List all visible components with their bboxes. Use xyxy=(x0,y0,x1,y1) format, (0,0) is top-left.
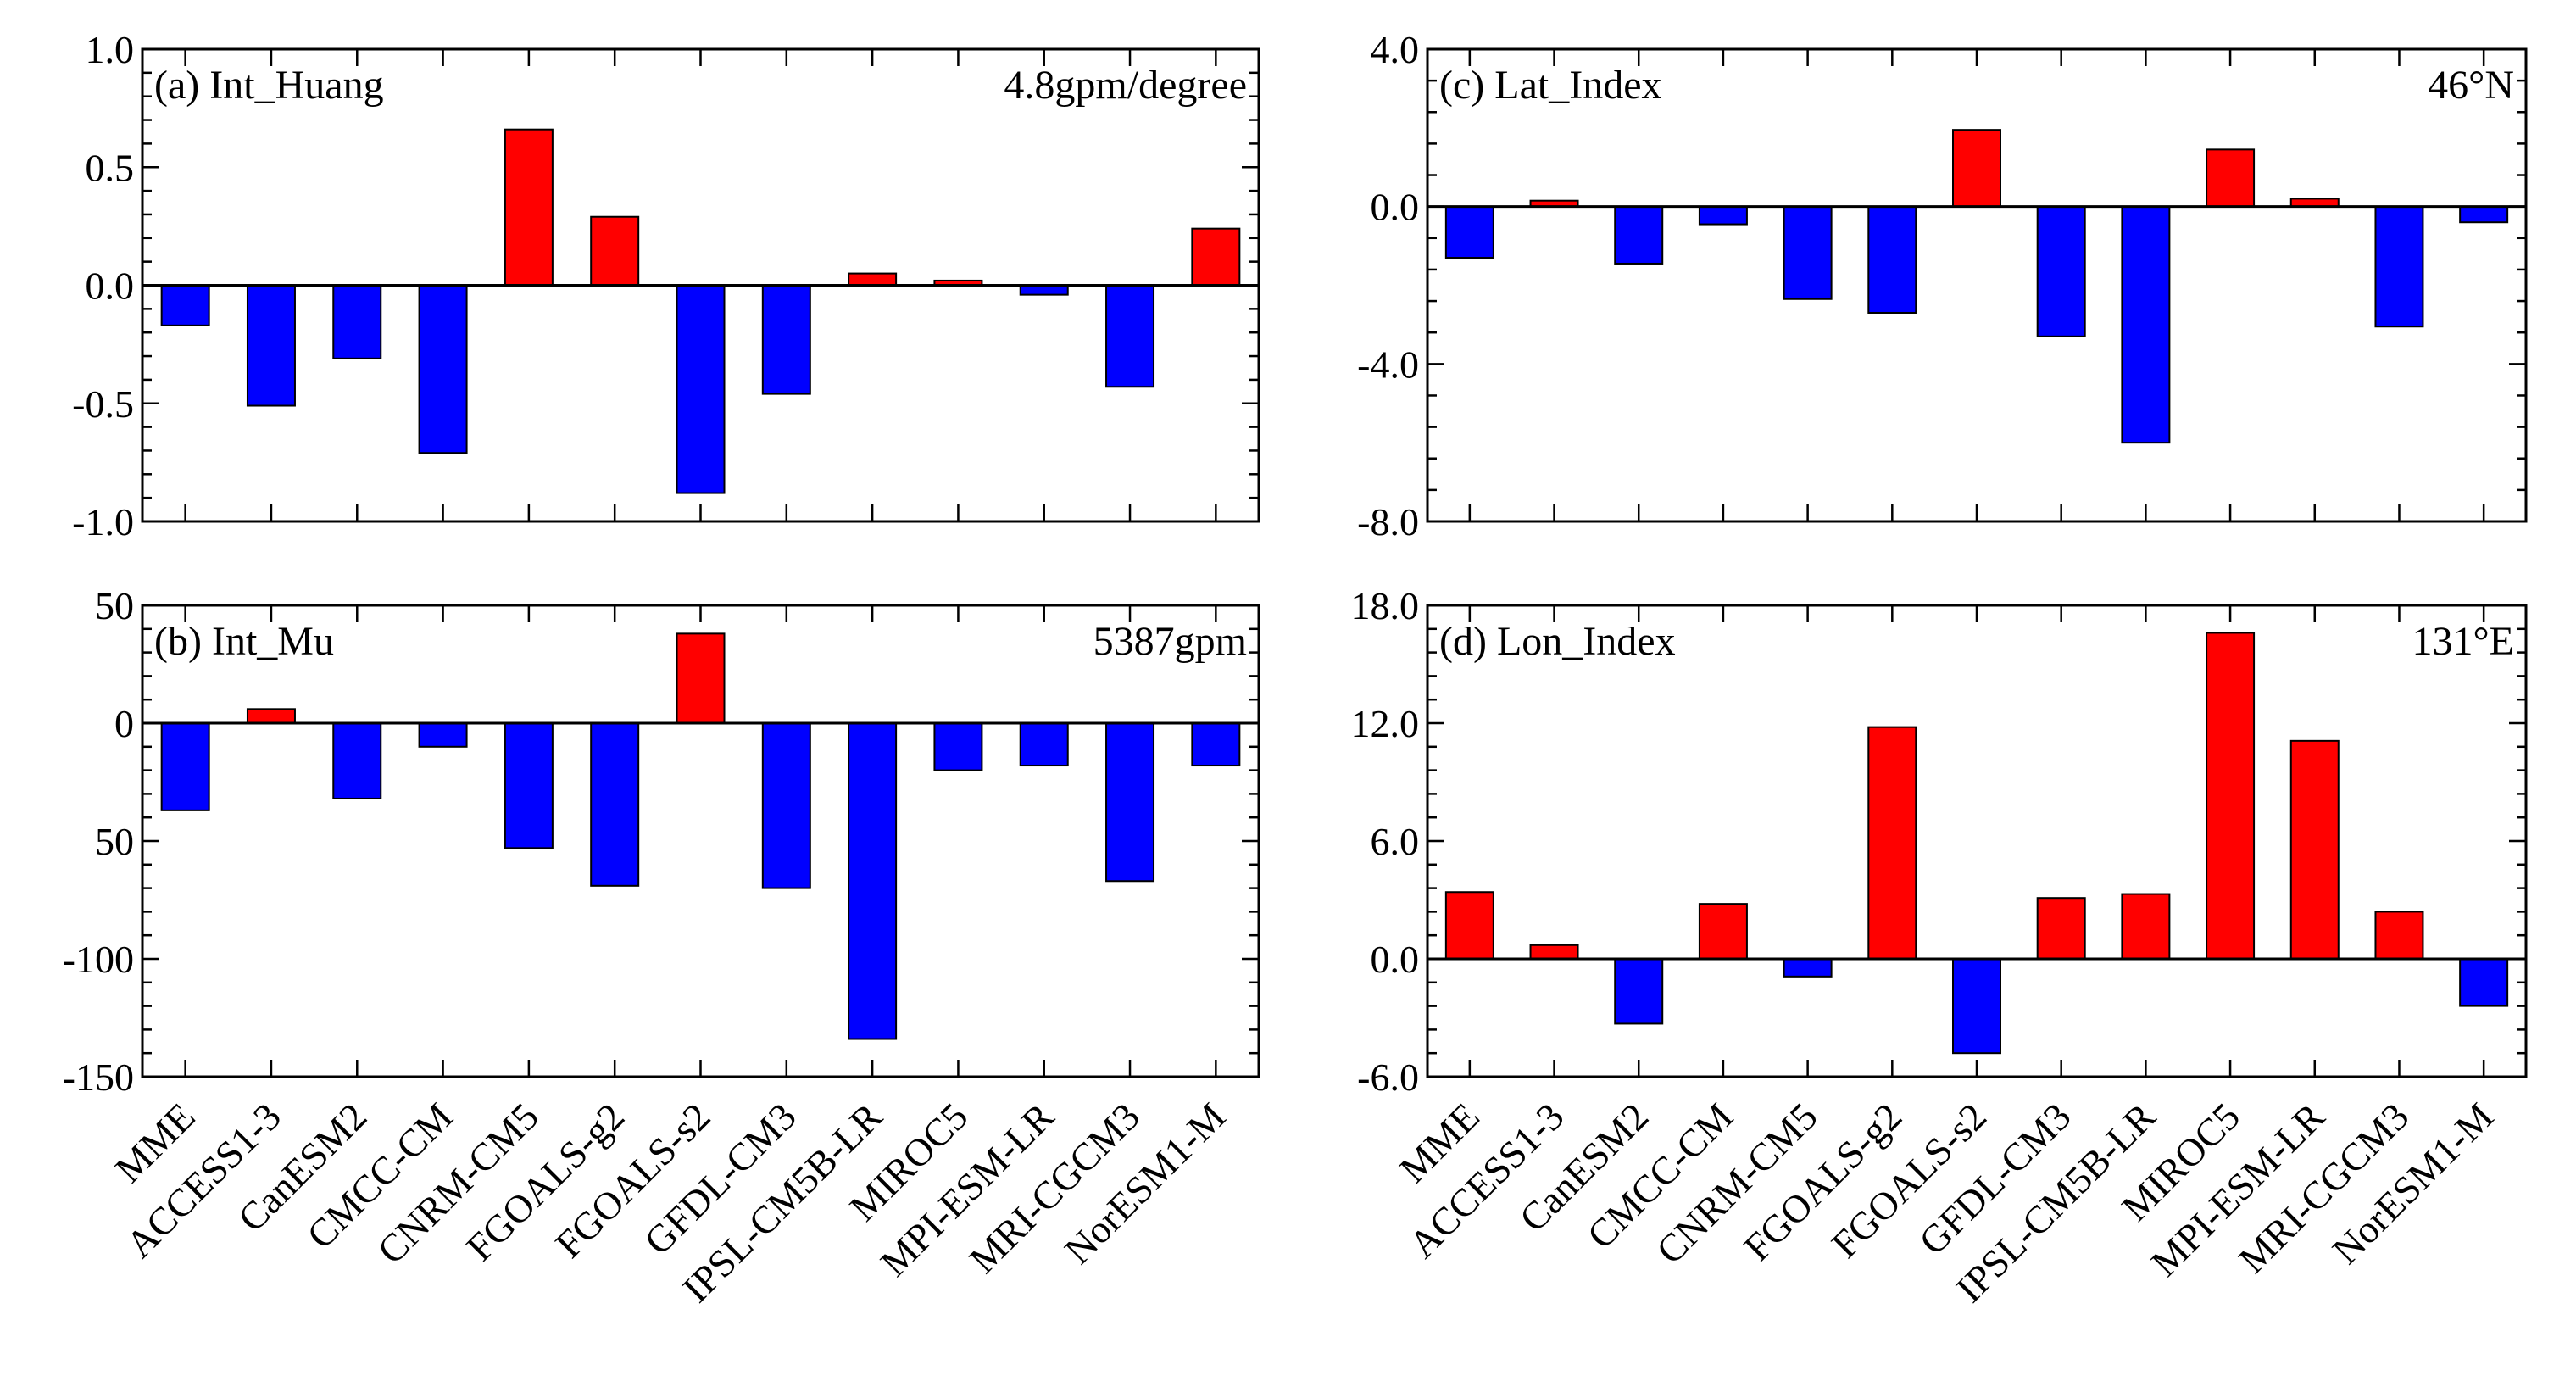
bar-b-fgoals-g2 xyxy=(590,722,640,887)
bar-b-gfdl-cm3 xyxy=(761,722,811,889)
bar-a-canesm2 xyxy=(332,284,382,359)
bar-c-cnrm-cm5 xyxy=(1783,205,1833,300)
bar-d-cmcc-cm xyxy=(1698,903,1748,960)
bar-a-access1-3 xyxy=(246,284,296,407)
bar-b-ipsl-cm5b-lr xyxy=(848,722,898,1040)
bar-d-mpi-esm-lr xyxy=(2289,739,2340,960)
y-tick-label: -150 xyxy=(63,1056,134,1099)
bar-c-fgoals-s2 xyxy=(1952,129,2001,208)
panel-label: (d) Lon_Index xyxy=(1439,619,1676,664)
bar-b-miroc5 xyxy=(933,722,983,771)
bar-b-cnrm-cm5 xyxy=(504,722,554,849)
bar-d-canesm2 xyxy=(1614,958,1664,1025)
y-tick-label: 0.0 xyxy=(1371,938,1420,981)
panel-label: (c) Lat_Index xyxy=(1439,63,1662,108)
bar-d-fgoals-g2 xyxy=(1867,726,1917,961)
bar-a-noresm1-m xyxy=(1191,227,1241,287)
bar-c-canesm2 xyxy=(1614,205,1664,265)
bar-b-noresm1-m xyxy=(1191,722,1241,767)
bar-a-mpi-esm-lr xyxy=(1019,284,1069,296)
y-tick-label: 12.0 xyxy=(1351,702,1420,745)
bar-d-fgoals-s2 xyxy=(1952,958,2001,1055)
bar-a-fgoals-s2 xyxy=(676,284,726,494)
bar-c-noresm1-m xyxy=(2459,205,2509,224)
bar-d-access1-3 xyxy=(1529,944,1579,960)
bar-b-mri-cgcm3 xyxy=(1105,722,1155,883)
bar-a-mri-cgcm3 xyxy=(1105,284,1155,388)
bar-d-ipsl-cm5b-lr xyxy=(2121,893,2171,961)
y-tick-label: -0.5 xyxy=(72,382,134,426)
y-tick-label: 0.0 xyxy=(1371,186,1420,229)
bar-d-mme xyxy=(1444,891,1494,960)
bar-b-mpi-esm-lr xyxy=(1019,722,1069,767)
y-tick-label: -6.0 xyxy=(1357,1056,1419,1099)
bar-c-miroc5 xyxy=(2206,148,2256,208)
y-tick-label: -8.0 xyxy=(1357,500,1419,543)
bar-d-mri-cgcm3 xyxy=(2374,911,2424,961)
y-tick-label: 4.0 xyxy=(1371,28,1420,71)
bar-d-gfdl-cm3 xyxy=(2036,897,2086,961)
panel-c: 4.0 0.0 -4.0 -8.0 (c) Lat_Index 46°N xyxy=(1357,28,2528,543)
bar-c-cmcc-cm xyxy=(1698,205,1748,226)
y-tick-label: 0.5 xyxy=(86,146,135,189)
bar-b-mme xyxy=(160,722,210,811)
y-tick-label: 0.0 xyxy=(86,265,135,308)
panel-label: (a) Int_Huang xyxy=(154,63,384,108)
panel-a: 1.0 0.5 0.0 -0.5 -1.0 (a) Int_Huang 4.8gpm/deg… xyxy=(72,28,1260,543)
bar-c-mme xyxy=(1444,205,1494,259)
bar-b-canesm2 xyxy=(332,722,382,799)
bar-a-gfdl-cm3 xyxy=(761,284,811,395)
bar-c-gfdl-cm3 xyxy=(2036,205,2086,337)
bar-b-access1-3 xyxy=(246,708,296,725)
bar-b-fgoals-s2 xyxy=(676,632,726,724)
bar-a-cmcc-cm xyxy=(418,284,468,454)
panel-label: (b) Int_Mu xyxy=(154,619,334,664)
y-tick-label: 0 xyxy=(114,702,134,745)
y-tick-label: -100 xyxy=(63,938,134,981)
panel-annotation: 131°E xyxy=(2412,619,2514,664)
y-tick-label: -1.0 xyxy=(72,500,134,543)
y-tick-label: 18.0 xyxy=(1351,584,1420,627)
panel-annotation: 46°N xyxy=(2428,63,2514,108)
bar-c-mri-cgcm3 xyxy=(2374,205,2424,328)
bar-a-ipsl-cm5b-lr xyxy=(848,272,898,287)
bar-c-ipsl-cm5b-lr xyxy=(2121,205,2171,444)
panel-annotation: 4.8gpm/degree xyxy=(1004,63,1247,108)
bar-d-cnrm-cm5 xyxy=(1783,958,1833,978)
bar-a-cnrm-cm5 xyxy=(504,128,554,287)
bar-c-fgoals-g2 xyxy=(1867,205,1917,314)
bar-a-fgoals-g2 xyxy=(590,215,640,287)
panel-annotation: 5387gpm xyxy=(1093,619,1247,664)
y-tick-label: 50 xyxy=(95,820,134,863)
y-tick-label: 6.0 xyxy=(1371,820,1420,863)
bar-b-cmcc-cm xyxy=(418,722,468,748)
bar-d-noresm1-m xyxy=(2459,958,2509,1007)
bar-a-mme xyxy=(160,284,210,326)
y-tick-label: 1.0 xyxy=(86,28,135,71)
y-tick-label: 50 xyxy=(95,584,134,627)
bar-d-miroc5 xyxy=(2206,632,2256,961)
y-tick-label: -4.0 xyxy=(1357,343,1419,386)
